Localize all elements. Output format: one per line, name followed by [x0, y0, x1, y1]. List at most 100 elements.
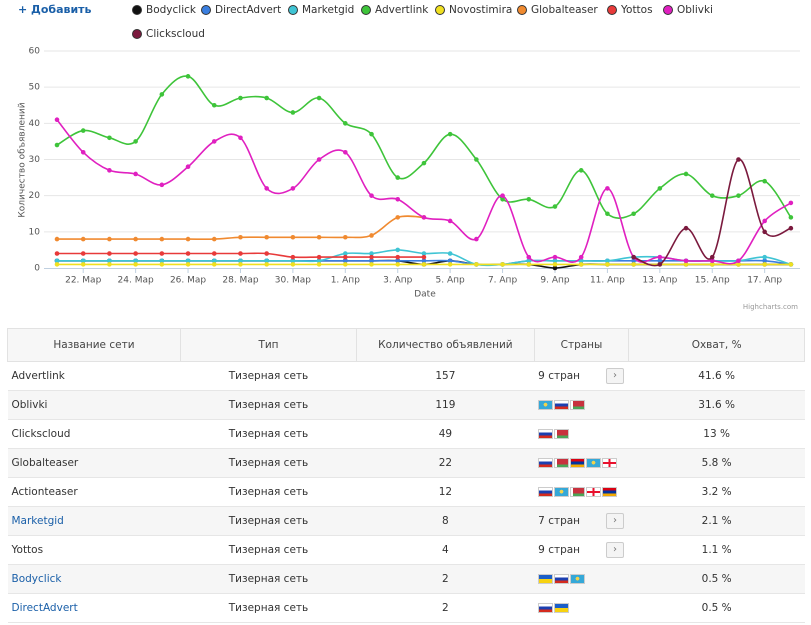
- expand-button[interactable]: ›: [606, 542, 625, 558]
- data-point: [238, 95, 243, 101]
- countries: [534, 448, 629, 478]
- data-point: [290, 262, 296, 267]
- data-point: [343, 258, 348, 264]
- coverage: 41.6 %: [628, 361, 805, 391]
- data-point: [316, 157, 322, 162]
- data-point: [395, 175, 401, 180]
- column-header[interactable]: Тип: [179, 328, 358, 362]
- data-point: [709, 262, 715, 267]
- countries: [534, 390, 629, 420]
- legend-label: Globalteaser: [531, 4, 598, 16]
- data-point: [159, 258, 165, 264]
- x-tick-label: 9. Апр: [540, 276, 569, 286]
- network-name[interactable]: DirectAdvert: [7, 593, 181, 623]
- coverage: 3.2 %: [628, 477, 805, 507]
- data-point: [343, 251, 348, 256]
- flag: [554, 400, 570, 410]
- data-point: [526, 258, 532, 264]
- legend-marker: [132, 29, 142, 39]
- coverage: 5.8 %: [628, 448, 805, 478]
- flag: [570, 487, 586, 497]
- column-header[interactable]: Название сети: [7, 328, 181, 362]
- legend-marker: [361, 5, 371, 15]
- column-header[interactable]: Количество объявлений: [356, 328, 535, 362]
- data-point: [605, 262, 610, 267]
- data-point: [683, 262, 689, 267]
- data-point: [762, 258, 767, 264]
- x-tick-label: 28. Мар: [222, 276, 258, 286]
- add-button[interactable]: + Добавить: [18, 3, 92, 16]
- ad-count: 119: [356, 390, 535, 420]
- expand-button[interactable]: ›: [606, 368, 625, 384]
- data-point: [395, 258, 401, 264]
- data-point: [54, 142, 60, 148]
- data-point: [578, 168, 584, 173]
- data-point: [395, 215, 401, 220]
- network-name: Actionteaser: [7, 477, 181, 507]
- data-point: [185, 236, 191, 242]
- data-point: [343, 121, 348, 126]
- data-point: [447, 251, 453, 256]
- data-point: [421, 215, 427, 220]
- ad-count: 2: [356, 564, 535, 594]
- data-point: [369, 258, 374, 264]
- data-point: [290, 186, 296, 191]
- y-tick-label: 40: [29, 119, 41, 129]
- data-point: [185, 164, 191, 170]
- network-type: Тизерная сеть: [180, 419, 357, 449]
- data-point: [107, 236, 112, 242]
- data-point: [54, 251, 60, 256]
- ad-count: 12: [356, 477, 535, 507]
- data-point: [474, 157, 479, 162]
- data-point: [211, 262, 217, 267]
- ad-count: 4: [356, 535, 535, 565]
- data-point: [552, 258, 558, 264]
- table-row: Globalteaser Тизерная сеть 22 5.8 %: [7, 448, 805, 478]
- countries-count: 9 стран: [538, 544, 581, 556]
- data-point: [447, 262, 453, 267]
- ad-count: 2: [356, 593, 535, 623]
- table-row: DirectAdvert Тизерная сеть 2 0.5 %: [7, 593, 805, 623]
- data-point: [395, 262, 401, 267]
- countries-count: 9 стран: [538, 370, 581, 382]
- network-name[interactable]: Marketgid: [7, 506, 181, 536]
- data-point: [133, 262, 138, 267]
- legend-label: Novostimira: [449, 4, 512, 16]
- data-point: [605, 258, 610, 264]
- coverage: 0.5 %: [628, 593, 805, 623]
- data-point: [133, 171, 138, 177]
- flag: [586, 458, 602, 468]
- data-point: [80, 258, 86, 264]
- data-point: [683, 258, 689, 264]
- expand-button[interactable]: ›: [606, 513, 625, 529]
- data-point: [211, 258, 217, 264]
- y-tick-label: 60: [29, 47, 41, 57]
- table-row: Actionteaser Тизерная сеть 12 3.2 %: [7, 477, 805, 507]
- data-point: [447, 218, 453, 224]
- data-point: [290, 110, 296, 115]
- data-point: [762, 254, 767, 260]
- table-row: Yottos Тизерная сеть 4 9 стран › 1.1 %: [7, 535, 805, 565]
- data-point: [107, 262, 112, 267]
- flag: [570, 458, 586, 468]
- data-point: [343, 234, 348, 240]
- data-point: [107, 168, 112, 173]
- countries: [534, 564, 629, 594]
- data-point: [80, 128, 86, 133]
- network-name[interactable]: Bodyclick: [7, 564, 181, 594]
- networks-table: Название сети Тип Количество объявлений Стр…: [7, 328, 805, 623]
- column-header[interactable]: Охват, %: [628, 328, 805, 362]
- data-point: [316, 262, 322, 267]
- data-point: [447, 258, 453, 264]
- data-point: [552, 265, 558, 271]
- data-point: [657, 186, 663, 191]
- credit[interactable]: Highcharts.com: [743, 303, 798, 311]
- network-name: Globalteaser: [7, 448, 181, 478]
- data-point: [316, 258, 322, 264]
- flag: [554, 429, 570, 439]
- data-point: [369, 193, 374, 198]
- data-point: [788, 200, 794, 206]
- legend-marker: [607, 5, 617, 15]
- data-point: [736, 258, 741, 264]
- column-header[interactable]: Страны: [533, 328, 630, 362]
